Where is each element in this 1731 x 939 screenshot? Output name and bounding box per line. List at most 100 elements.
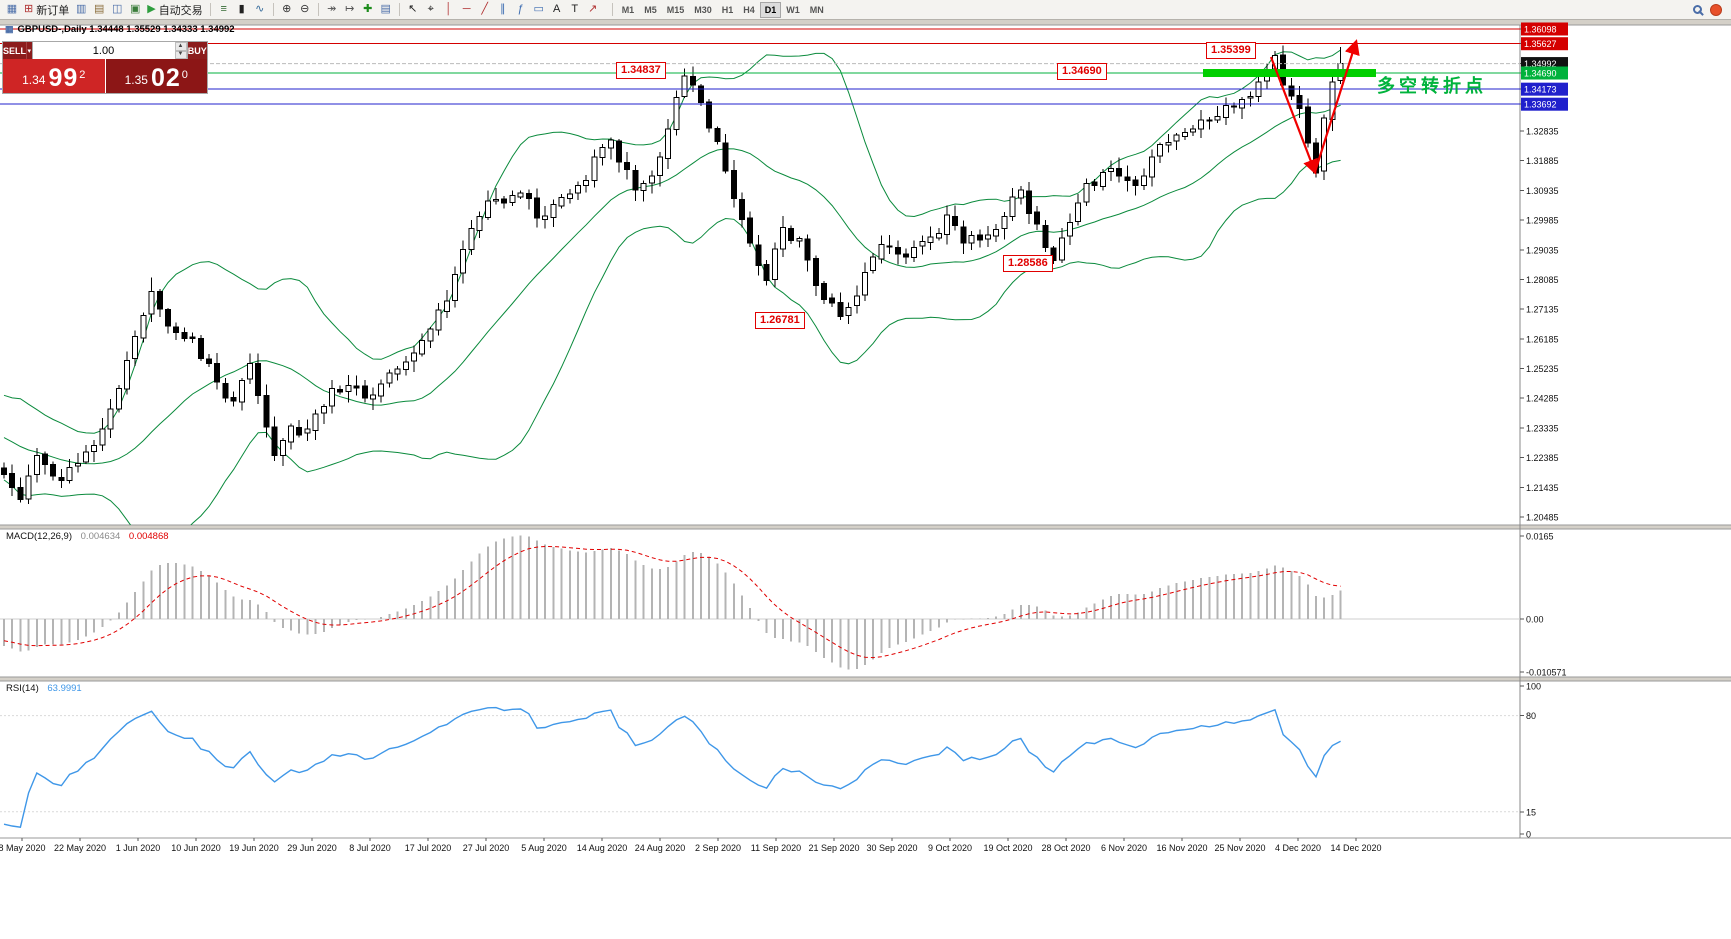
chart-window-icon-glyph: ▦	[6, 3, 18, 15]
date-axis-label: 11 Sep 2020	[751, 843, 801, 853]
volume-stepper: ▲ ▼	[174, 42, 187, 59]
timeframe-w1-button[interactable]: W1	[781, 2, 805, 18]
timeframe-m1-button[interactable]: M1	[617, 2, 640, 18]
price-level-tag[interactable]	[1521, 82, 1568, 96]
buy-button[interactable]: BUY	[187, 42, 207, 59]
price-level-tag[interactable]	[1521, 37, 1568, 51]
market-watch-icon[interactable]: ▥	[72, 1, 90, 18]
candlestick-chart-icon[interactable]: ▮	[233, 1, 251, 18]
price-callout[interactable]: 1.34690	[1057, 63, 1107, 80]
volume-input[interactable]	[32, 42, 175, 59]
autotrading-button[interactable]: ▶ 自动交易	[144, 1, 205, 18]
indicators-icon[interactable]: ✚	[359, 1, 377, 18]
timeframe-m15-button[interactable]: M15	[662, 2, 690, 18]
indicators-icon-glyph: ✚	[363, 3, 373, 15]
macd-indicator-label: MACD(12,26,9) 0.004634 0.004868	[6, 531, 169, 542]
trendline-icon[interactable]: ╱	[476, 1, 494, 18]
price-callout[interactable]: 1.35399	[1206, 42, 1256, 59]
chart-ohlc-text: GBPUSD-,Daily 1.34448 1.35529 1.34333 1.…	[17, 24, 235, 35]
volume-field: ▲ ▼	[31, 42, 188, 59]
date-axis-label: 9 Oct 2020	[928, 843, 972, 853]
chart-annotation-text[interactable]: 多空转折点	[1377, 76, 1487, 96]
fibonacci-icon[interactable]: ƒ	[512, 1, 530, 18]
auto-scroll-icon[interactable]: ↠	[323, 1, 341, 18]
timeframe-mn-button[interactable]: MN	[805, 2, 829, 18]
volume-down-button[interactable]: ▼	[174, 50, 187, 59]
price-level-tag[interactable]	[1521, 97, 1568, 111]
zoom-out-icon[interactable]: ⊖	[296, 1, 314, 18]
vertical-line-icon-glyph: │	[445, 3, 453, 15]
cursor-icon-glyph: ↖	[408, 3, 418, 15]
macd-axis-label: 0.0165	[1526, 532, 1554, 542]
price-axis-label: 1.21435	[1526, 483, 1559, 493]
sell-price-button[interactable]: 1.34 99 2	[3, 59, 105, 93]
date-axis-label: 14 Dec 2020	[1330, 843, 1381, 853]
rsi-axis-label: 80	[1526, 711, 1536, 721]
fibonacci-icon-glyph: ƒ	[517, 3, 524, 15]
price-callout[interactable]: 1.34837	[616, 62, 666, 79]
price-callout[interactable]: 1.26781	[755, 312, 805, 329]
timeframe-m5-button[interactable]: M5	[639, 2, 662, 18]
timeframe-h1-button[interactable]: H1	[717, 2, 739, 18]
trend-arrow-drawing[interactable]	[1269, 39, 1360, 175]
navigator-icon[interactable]: ◫	[108, 1, 126, 18]
macd-histogram	[3, 535, 1342, 670]
shapes-icon[interactable]: ▭	[530, 1, 548, 18]
zoom-in-icon[interactable]: ⊕	[278, 1, 296, 18]
cursor-icon[interactable]: ↖	[404, 1, 422, 18]
timeframe-m30-button[interactable]: M30	[689, 2, 717, 18]
chart-window-icon[interactable]: ▦	[3, 1, 21, 18]
templates-icon[interactable]: ▤	[377, 1, 395, 18]
text-label-icon-glyph: A	[553, 3, 561, 15]
price-axis-label: 1.25235	[1526, 364, 1559, 374]
crosshair-icon[interactable]: ⌖	[422, 1, 440, 18]
vertical-line-icon[interactable]: │	[440, 1, 458, 18]
trendline-icon-glyph: ╱	[481, 3, 488, 15]
macd-signal-line	[3, 545, 1341, 659]
bar-chart-icon[interactable]: ≡	[215, 1, 233, 18]
support-zone-band[interactable]	[1203, 69, 1376, 78]
data-window-icon[interactable]: ▤	[90, 1, 108, 18]
price-axis-label: 1.22385	[1526, 453, 1559, 463]
volume-up-button[interactable]: ▲	[174, 42, 187, 51]
chart-shift-icon[interactable]: ↦	[341, 1, 359, 18]
rsi-name: RSI(14)	[6, 683, 39, 694]
buy-price-button[interactable]: 1.35 02 0	[105, 59, 207, 93]
arrow-object-icon[interactable]: ↗	[584, 1, 602, 18]
price-level-tag[interactable]	[1521, 66, 1568, 80]
search-icon[interactable]	[1693, 5, 1702, 14]
macd-rsi-divider[interactable]	[0, 677, 1731, 681]
price-level-tag[interactable]	[1521, 22, 1568, 36]
date-axis-label: 22 May 2020	[54, 843, 106, 853]
toolbar-separator	[209, 3, 211, 16]
sell-button[interactable]: SELL	[3, 42, 27, 59]
terminal-icon[interactable]: ▣	[126, 1, 144, 18]
price-callout[interactable]: 1.28586	[1003, 255, 1053, 272]
macd-name: MACD(12,26,9)	[6, 531, 72, 542]
price-level-tag-text: 1.35627	[1524, 39, 1557, 49]
new-order-glyph: ⊞	[24, 3, 34, 15]
sell-price-small: 1.34	[22, 73, 46, 87]
chart-ohlc-header: ▦ GBPUSD-,Daily 1.34448 1.35529 1.34333 …	[5, 24, 235, 35]
price-axis-label: 1.28085	[1526, 275, 1559, 285]
notification-icon[interactable]	[1710, 3, 1722, 16]
chart-macd-divider[interactable]	[0, 525, 1731, 529]
buy-price-small: 1.35	[124, 73, 148, 87]
macd-axis-label: -0.010571	[1526, 668, 1567, 678]
bollinger-upper-band	[3, 49, 1341, 434]
line-chart-icon[interactable]: ∿	[251, 1, 269, 18]
date-axis-label: 8 Jul 2020	[349, 843, 391, 853]
toolbar-separator	[398, 3, 400, 16]
toolbar: ▦ ⊞ 新订单 ▥ ▤ ◫ ▣ ▶ 自动交易 ≡ ▮ ∿ ⊕ ⊖ ↠ ↦ ✚ ▤ ↖ ⌖ │ ─ ╱ ∥ ƒ ▭ A T ↗ M1 M5 M…	[0, 0, 1731, 20]
new-order-button[interactable]: ⊞ 新订单	[21, 1, 72, 18]
timeframe-d1-button[interactable]: D1	[759, 1, 782, 18]
horizontal-line-icon[interactable]: ─	[458, 1, 476, 18]
price-axis-label: 1.26185	[1526, 334, 1559, 344]
text-icon[interactable]: T	[566, 1, 584, 18]
sell-options-caret[interactable]: ▾	[26, 42, 32, 59]
price-level-tag-text: 1.34690	[1524, 69, 1557, 79]
text-label-icon[interactable]: A	[548, 1, 566, 18]
horizontal-line-icon-glyph: ─	[462, 3, 471, 15]
channel-icon[interactable]: ∥	[494, 1, 512, 18]
timeframe-h4-button[interactable]: H4	[738, 2, 760, 18]
